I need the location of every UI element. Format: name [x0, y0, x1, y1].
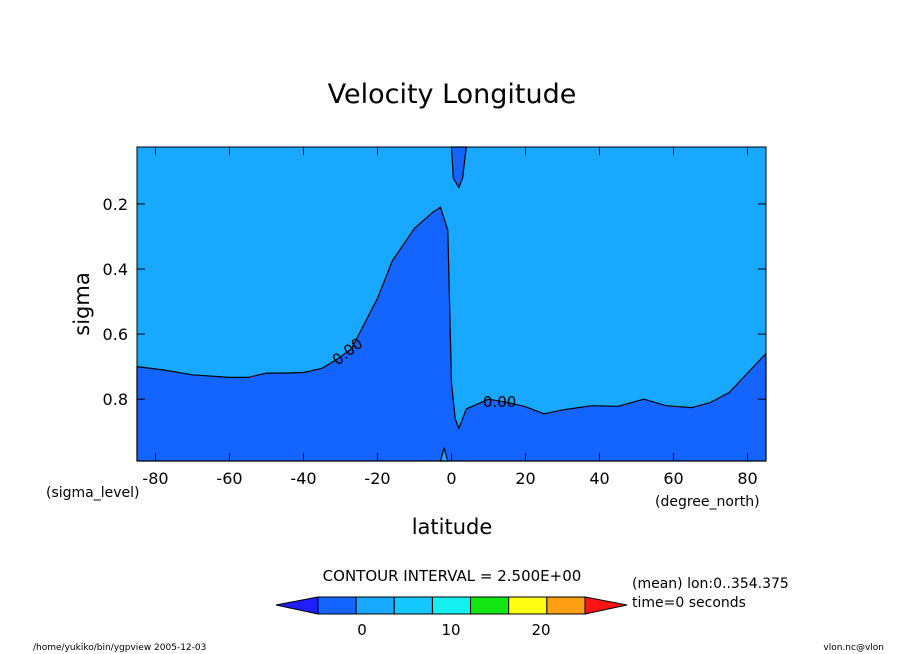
colorbar-tick-label: 0 [357, 621, 367, 639]
y-tick-label: 0.8 [103, 390, 128, 409]
colorbar-segment [470, 596, 510, 615]
x-units-label: (degree_north) [655, 494, 760, 510]
footer-right: vlon.nc@vlon [823, 643, 884, 653]
x-tick-label: 0 [446, 469, 456, 488]
x-tick-label: 80 [737, 469, 757, 488]
y-axis-ticks: 0.2 0.4 0.6 0.8 [103, 195, 766, 409]
x-tick-label: 20 [515, 469, 535, 488]
contour-label: 0.00 [483, 393, 516, 411]
colorbar: 0 10 20 [275, 596, 628, 639]
colorbar-tick-label: 10 [441, 621, 460, 639]
y-axis-label: sigma [70, 272, 94, 335]
y-tick-label: 0.6 [103, 325, 128, 344]
time-info: time=0 seconds [632, 595, 746, 611]
colorbar-high-arrow [584, 596, 628, 615]
mean-info: (mean) lon:0..354.375 [632, 576, 789, 592]
x-tick-label: -20 [364, 469, 390, 488]
y-units-label: (sigma_level) [46, 485, 140, 501]
contour-interval-label: CONTOUR INTERVAL = 2.500E+00 [323, 567, 582, 585]
colorbar-segment [546, 596, 586, 615]
x-axis-ticks: -80 -60 -40 -20 0 20 40 60 80 [142, 147, 758, 488]
x-tick-label: 40 [589, 469, 609, 488]
colorbar-segment [393, 596, 433, 615]
footer-left: /home/yukiko/bin/ygpview 2005-12-03 [33, 643, 206, 653]
colorbar-segment [355, 596, 395, 615]
chart-title: Velocity Longitude [328, 79, 577, 110]
contour-region-0 [136, 206, 767, 462]
x-tick-label: -80 [142, 469, 168, 488]
x-tick-label: 60 [663, 469, 683, 488]
contour-regions [136, 146, 767, 462]
x-tick-label: -40 [290, 469, 316, 488]
y-tick-label: 0.2 [103, 195, 128, 214]
colorbar-segment [431, 596, 472, 615]
colorbar-low-arrow [275, 596, 319, 615]
x-axis-label: latitude [412, 515, 493, 539]
y-tick-label: 0.4 [103, 260, 128, 279]
colorbar-segment [508, 596, 548, 615]
colorbar-segment [317, 596, 357, 615]
x-tick-label: -60 [216, 469, 242, 488]
colorbar-tick-label: 20 [531, 621, 550, 639]
plot-area: 0.000.00 -80 -60 -40 -20 0 20 40 60 80 0.20.40.6… [103, 146, 767, 488]
